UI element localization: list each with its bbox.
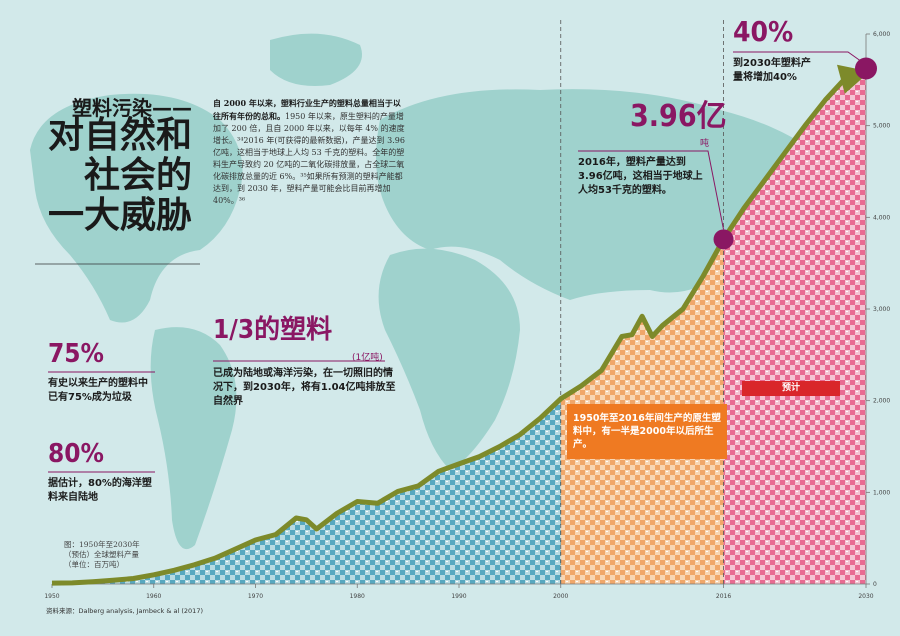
y-tick-label: 6,000	[873, 31, 890, 38]
production-line	[51, 76, 848, 586]
stat-75-text: 有史以来生产的塑料中已有75%成为垃圾	[48, 378, 148, 403]
chart-caption: 图：1950年至2030年 （预估）全球塑料产量 （单位：百万吨）	[64, 540, 140, 570]
heading-line-2: 对自然和	[47, 115, 192, 156]
leader-line-2016	[578, 150, 724, 230]
x-tick-label: 2000	[553, 593, 568, 600]
x-tick-label: 1970	[248, 593, 263, 600]
stat-third-big: 1/3的塑料	[213, 315, 333, 345]
y-tick-label: 3,000	[873, 306, 890, 313]
y-tick-label: 1,000	[873, 489, 890, 496]
stat-third-text: 已成为陆地或海洋污染，在一切照旧的情况下，到2030年，将有1.04亿吨排放至自…	[213, 368, 396, 407]
intro-paragraph: 自 2000 年以来，塑料行业生产的塑料总量相当于以往所有年份的总和。1950 …	[213, 97, 408, 207]
heading-line-3: 社会的	[83, 155, 192, 196]
stat-third-unit: (1亿吨)	[352, 353, 383, 363]
stat-80-text: 据估计，80%的海洋塑料来自陆地	[48, 478, 152, 503]
stat-75-big: 75%	[48, 339, 104, 369]
stat-396-unit: 吨	[700, 139, 710, 149]
x-tick-label: 1960	[146, 593, 161, 600]
chart-caption-line-1: 图：1950年至2030年	[64, 540, 140, 549]
source-note: 资料来源：Dalberg analysis, Jambeck & al (201…	[46, 607, 203, 615]
y-tick-label: 5,000	[873, 123, 890, 130]
x-axis-ticks: 1950 1960 1970 1980 1990 2000 2016 2030	[44, 584, 874, 600]
leader-line-2030	[733, 51, 861, 61]
x-tick-label: 1980	[350, 593, 365, 600]
forecast-label: 预计	[742, 381, 840, 396]
x-tick-label: 1950	[44, 593, 59, 600]
y-tick-label: 0	[873, 581, 877, 588]
chart-caption-line-3: （单位：百万吨）	[64, 560, 124, 569]
x-tick-label: 2030	[858, 593, 873, 600]
marker-2016	[713, 229, 734, 250]
stat-396-text: 2016年，塑料产量达到3.96亿吨，这相当于地球上人均53千克的塑料。	[578, 157, 703, 196]
intro-bold: 自 2000 年以来，塑料行业生产的塑料总量相当于以往所有年份的总和。	[213, 98, 401, 121]
y-tick-label: 4,000	[873, 214, 890, 221]
x-tick-label: 2016	[716, 593, 731, 600]
y-axis-ticks: 0 1,000 2,000 3,000 4,000 5,000 6,000	[866, 31, 890, 588]
marker-2030	[855, 57, 877, 80]
stat-40-big: 40%	[733, 15, 794, 48]
heading-line-1: 塑料污染——	[72, 96, 192, 120]
band-2016-2030	[723, 72, 866, 584]
heading-line-4: 一大威胁	[47, 195, 192, 236]
stat-396-big: 3.96亿	[630, 99, 727, 134]
intro-body: 1950 年以来，原生塑料的产量增加了 200 倍，且自 2000 年以来，以每…	[213, 112, 405, 205]
x-tick-label: 1990	[451, 593, 466, 600]
stat-80-big: 80%	[48, 439, 104, 469]
chart-caption-line-2: （预估）全球塑料产量	[64, 550, 139, 559]
half-since-2000-box: 1950年至2016年间生产的原生塑料中，有一半是2000年以后所生产。	[567, 404, 727, 459]
stat-40-text: 到2030年塑料产量将增加40%	[733, 58, 811, 83]
y-tick-label: 2,000	[873, 398, 890, 405]
